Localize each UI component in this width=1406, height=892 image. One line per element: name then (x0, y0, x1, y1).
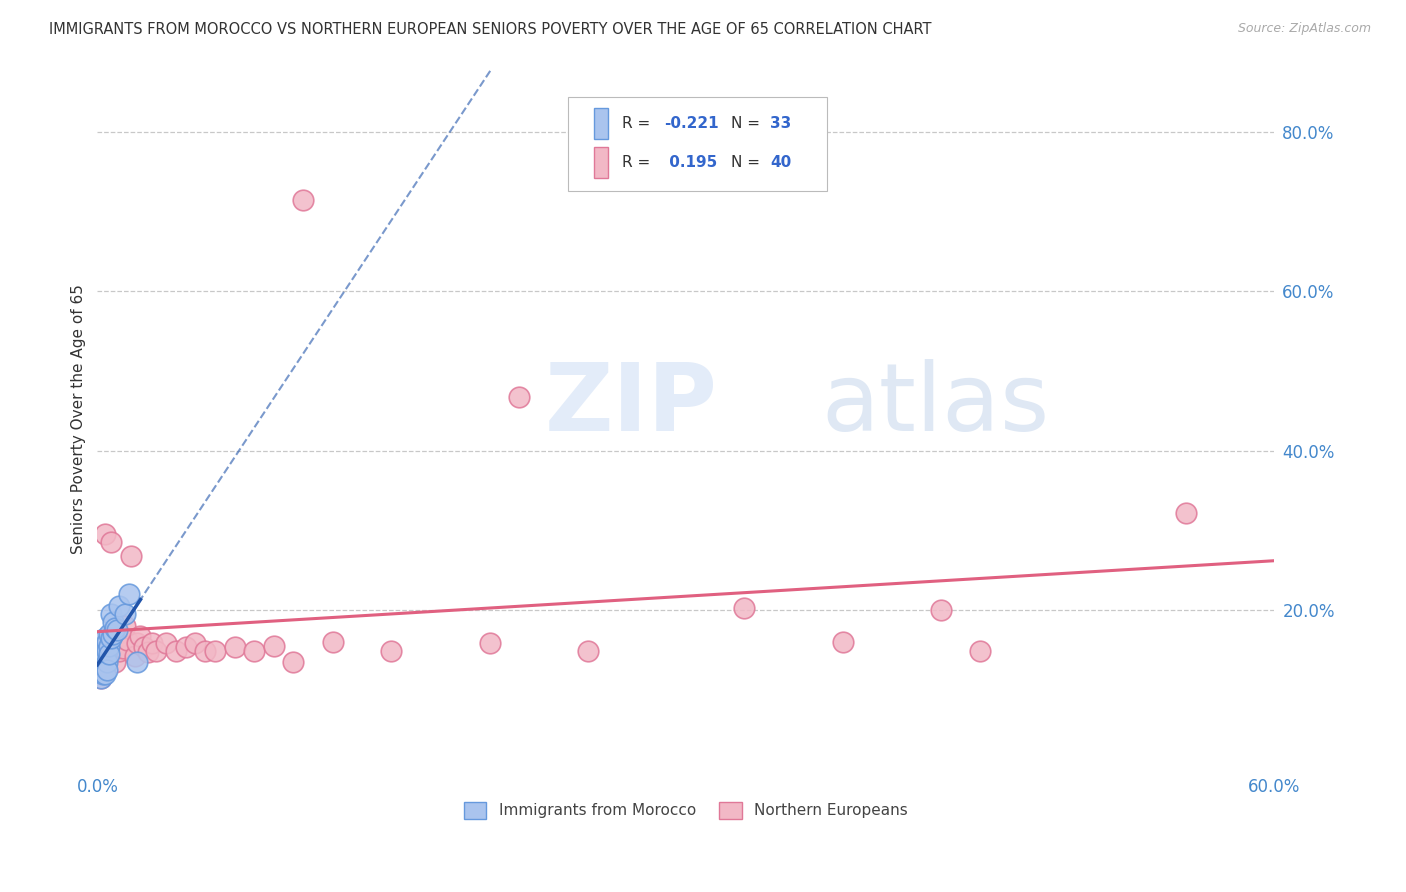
Point (90, 663, 112, 677)
Point (155, 636, 177, 650)
FancyBboxPatch shape (568, 96, 827, 191)
Point (204, 644, 226, 658)
Point (138, 645, 160, 659)
Point (224, 640, 246, 655)
Point (110, 628, 132, 642)
Point (105, 636, 128, 650)
Point (94, 650, 117, 665)
Bar (593, 109, 607, 139)
Point (105, 623, 128, 637)
Point (969, 644, 991, 658)
Point (141, 636, 163, 650)
Point (104, 621, 127, 635)
Text: R =: R = (621, 155, 655, 169)
Point (104, 655, 127, 669)
Point (91, 652, 114, 666)
Point (90, 671, 112, 685)
Point (98, 639, 121, 653)
Point (115, 633, 138, 648)
Point (101, 644, 124, 658)
Point (478, 636, 501, 650)
Point (129, 628, 152, 642)
Point (96, 635, 118, 649)
Text: Source: ZipAtlas.com: Source: ZipAtlas.com (1237, 22, 1371, 36)
Point (263, 639, 285, 653)
Point (108, 599, 131, 613)
Text: IMMIGRANTS FROM MOROCCO VS NORTHERN EUROPEAN SENIORS POVERTY OVER THE AGE OF 65 : IMMIGRANTS FROM MOROCCO VS NORTHERN EURO… (49, 22, 932, 37)
Point (98, 647, 121, 661)
Point (100, 631, 122, 645)
Point (380, 644, 402, 658)
Text: N =: N = (731, 155, 765, 169)
Point (114, 619, 136, 633)
Point (108, 644, 131, 658)
Point (91, 663, 114, 677)
Text: N =: N = (731, 116, 765, 131)
Point (94, 631, 117, 645)
Point (929, 603, 952, 617)
Point (89, 658, 111, 673)
Point (733, 600, 755, 615)
Point (98, 639, 121, 653)
Point (94, 643, 117, 657)
Point (96, 655, 118, 669)
Point (576, 644, 599, 658)
Point (322, 635, 344, 649)
Point (292, 193, 315, 207)
Point (90, 655, 112, 669)
Point (283, 655, 305, 669)
Point (101, 627, 124, 641)
Text: -0.221: -0.221 (664, 116, 718, 131)
Point (94, 666, 117, 681)
Bar (593, 147, 607, 178)
Point (831, 635, 853, 649)
Point (101, 615, 124, 629)
Text: atlas: atlas (821, 359, 1049, 450)
Point (96, 650, 118, 665)
Point (89, 647, 111, 661)
Point (90, 671, 112, 685)
Point (114, 607, 136, 621)
Text: 0.195: 0.195 (664, 155, 717, 169)
Legend: Immigrants from Morocco, Northern Europeans: Immigrants from Morocco, Northern Europe… (457, 796, 914, 825)
Point (96, 644, 118, 658)
Point (91, 663, 114, 677)
Text: 40: 40 (770, 155, 792, 169)
Point (145, 644, 167, 658)
Point (90, 643, 112, 657)
Point (124, 649, 146, 664)
Point (184, 636, 207, 650)
Point (125, 655, 148, 669)
Point (96, 663, 118, 677)
Y-axis label: Seniors Poverty Over the Age of 65: Seniors Poverty Over the Age of 65 (72, 284, 86, 554)
Point (118, 587, 141, 601)
Text: 33: 33 (770, 116, 792, 131)
Text: R =: R = (621, 116, 655, 131)
Point (91, 647, 114, 661)
Point (508, 390, 530, 404)
Point (125, 636, 148, 650)
Point (111, 641, 134, 656)
Point (194, 644, 217, 658)
Point (100, 535, 122, 549)
Point (94, 527, 117, 541)
Point (120, 549, 142, 563)
Point (243, 644, 266, 658)
Point (98, 627, 121, 641)
Point (91, 666, 114, 681)
Point (91, 639, 114, 653)
Point (100, 607, 122, 621)
Point (165, 644, 187, 658)
Text: ZIP: ZIP (544, 359, 717, 450)
Point (174, 640, 197, 655)
Point (134, 640, 156, 655)
Point (1174, 506, 1197, 520)
Point (94, 658, 117, 673)
